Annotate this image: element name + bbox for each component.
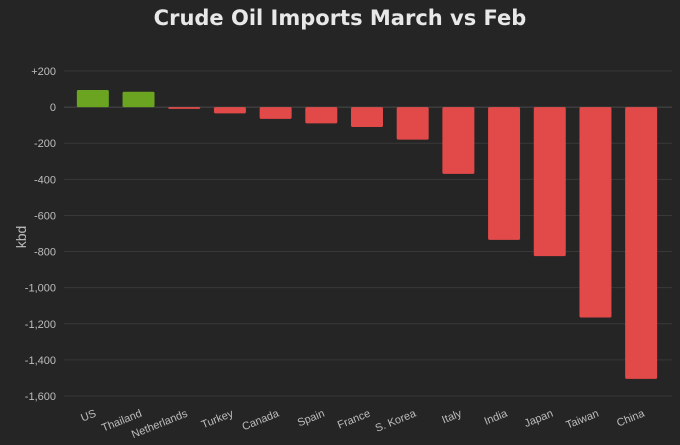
y-tick-label: -800	[34, 247, 56, 259]
y-tick-labels: +200 0 -200 -400 -600 -800 -1,000 -1,200 -1,400 -…	[25, 66, 56, 403]
x-tick-label: Taiwan	[564, 408, 600, 432]
x-tick-label: Italy	[440, 407, 464, 426]
bar-china	[625, 107, 658, 379]
bar-france	[351, 107, 383, 127]
bar-italy	[442, 107, 475, 174]
x-tick-label: Canada	[241, 407, 282, 433]
x-tick-label: Turkey	[200, 407, 236, 431]
x-tick-label: Japan	[523, 408, 555, 430]
y-tick-label: -600	[34, 210, 56, 222]
x-tick-label: India	[483, 407, 510, 427]
bar-s-korea	[396, 107, 429, 140]
y-tick-label: +200	[31, 66, 56, 78]
bar-taiwan	[579, 107, 612, 318]
y-tick-label: 0	[50, 102, 56, 114]
y-tick-label: -1,200	[25, 319, 56, 331]
y-tick-label: -200	[34, 138, 56, 150]
bar-thailand	[122, 91, 155, 108]
bar-us	[76, 89, 109, 108]
bar-spain	[305, 107, 338, 124]
x-tick-label: US	[79, 408, 98, 425]
chart-title: Crude Oil Imports March vs Feb	[153, 6, 527, 30]
y-tick-label: -1,600	[25, 391, 56, 403]
bars	[76, 89, 658, 379]
bar-netherlands	[168, 107, 201, 109]
y-tick-label: -1,400	[25, 355, 56, 367]
bar-turkey	[213, 107, 246, 114]
x-tick-label: France	[336, 408, 372, 432]
bar-japan	[533, 107, 566, 257]
bar-india	[488, 107, 521, 240]
x-tick-label: Spain	[296, 408, 327, 430]
bar-canada	[259, 107, 292, 119]
y-tick-label: -1,000	[25, 283, 56, 295]
y-axis-label: kbd	[13, 226, 29, 249]
x-tick-label: China	[615, 407, 647, 429]
y-tick-label: -400	[34, 174, 56, 186]
x-tick-label: S. Korea	[374, 407, 419, 434]
